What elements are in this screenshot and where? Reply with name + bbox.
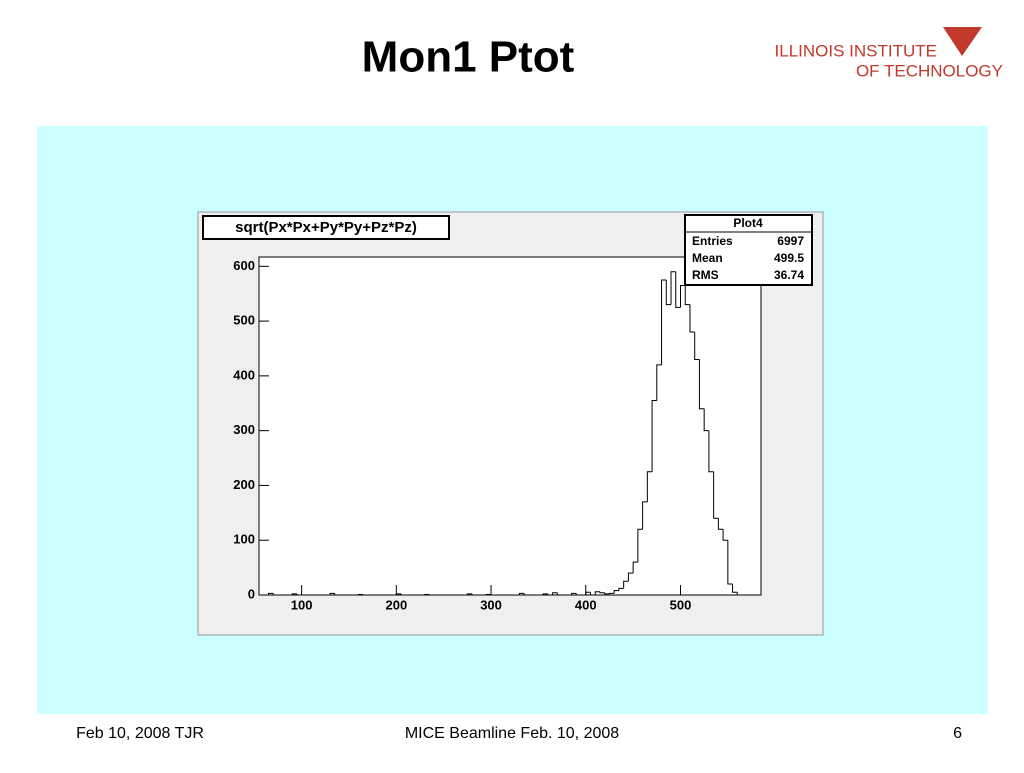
y-tick-label: 0	[248, 586, 255, 601]
hist-bin	[637, 528, 643, 563]
x-tick-label: 200	[385, 597, 407, 612]
y-tick-label: 500	[233, 313, 255, 328]
hist-bin	[665, 280, 672, 306]
y-tick-label: 300	[233, 422, 255, 437]
hist-bin	[613, 590, 619, 594]
hist-bin	[642, 501, 648, 530]
stats-value: 6997	[777, 234, 804, 248]
y-tick-label: 600	[233, 258, 255, 273]
hist-bin	[627, 572, 634, 582]
hist-title: sqrt(Px*Px+Py*Py+Pz*Pz)	[235, 219, 417, 236]
logo-line: ILLINOIS INSTITUTE	[775, 41, 937, 60]
hist-bin	[594, 591, 600, 595]
plot-frame	[258, 256, 762, 596]
hist-bin	[703, 408, 709, 432]
hist-bin	[552, 592, 558, 595]
hist-bin	[466, 593, 473, 595]
hist-bin	[357, 593, 364, 595]
stats-name: Plot4	[733, 216, 763, 230]
stats-value: 499.5	[774, 251, 804, 265]
hist-bin	[632, 561, 638, 574]
hist-bin	[604, 592, 610, 595]
footer-center: MICE Beamline Feb. 10, 2008	[405, 725, 619, 742]
stats-frame	[684, 214, 813, 286]
hist-bin	[471, 593, 477, 596]
x-tick-label: 400	[575, 597, 597, 612]
logo-line: OF TECHNOLOGY	[856, 61, 1003, 80]
hist-bin	[267, 592, 274, 595]
hist-bin	[542, 593, 548, 595]
hist-bin	[651, 400, 657, 472]
hist-bin	[575, 593, 582, 596]
hist-bin	[727, 540, 733, 585]
hist-bin	[334, 593, 340, 596]
hist-bin	[623, 580, 629, 589]
hist-bin	[585, 591, 591, 595]
hist-bin	[736, 592, 743, 596]
y-tick-label: 100	[233, 532, 255, 547]
hist-bin	[428, 594, 435, 596]
hist-bin	[675, 271, 681, 308]
hist-bin	[661, 279, 667, 365]
slide-title: Mon1 Ptot	[362, 33, 575, 82]
y-tick-label: 200	[233, 477, 255, 492]
hist-bin	[684, 285, 690, 306]
x-tick-label: 300	[480, 597, 502, 612]
hist-bin	[556, 592, 563, 596]
hist-bin	[717, 518, 724, 530]
hist-bin	[395, 593, 402, 595]
stats-label: RMS	[692, 268, 719, 282]
hist-bin	[694, 332, 700, 360]
hist-bin	[400, 593, 406, 596]
hist-bin	[362, 594, 368, 596]
stats-box: Plot4 Entries 6997 Mean 499.5 RMS 36.74	[684, 214, 813, 286]
logo-mark	[943, 27, 982, 56]
hist-bin	[713, 471, 719, 519]
footer-left: Feb 10, 2008 TJR	[76, 725, 204, 742]
hist-bin	[490, 594, 496, 596]
hist-bin	[732, 584, 738, 593]
hist-bin	[689, 304, 695, 333]
hist-bin	[646, 471, 653, 502]
hist-bin	[608, 592, 615, 594]
hist-bin	[590, 592, 596, 596]
hist-bin	[518, 592, 525, 595]
x-tick-label: 100	[291, 597, 313, 612]
stats-label: Mean	[692, 251, 723, 265]
hist-bin	[296, 593, 302, 596]
hist-bin	[722, 529, 728, 541]
hist-bin	[329, 592, 335, 595]
hist-bin	[599, 591, 605, 594]
hist-bin	[523, 593, 529, 596]
hist-bin	[698, 359, 705, 410]
hist-bin	[424, 593, 430, 595]
hist-bin	[618, 587, 624, 591]
hist-title-box	[202, 215, 450, 240]
hist-bin	[679, 284, 686, 308]
footer-page: 6	[953, 725, 962, 742]
x-tick-label: 500	[670, 597, 692, 612]
y-tick-label: 400	[233, 367, 255, 382]
hist-bin	[571, 592, 577, 595]
hist-bin	[708, 430, 714, 473]
hist-bin	[485, 593, 492, 595]
hist-bin	[670, 271, 676, 305]
stats-value: 36.74	[774, 268, 804, 282]
hist-bin	[291, 593, 297, 595]
hist-bin	[547, 593, 553, 596]
stats-label: Entries	[692, 234, 733, 248]
hist-bin	[656, 364, 662, 401]
hist-bin	[272, 593, 278, 596]
